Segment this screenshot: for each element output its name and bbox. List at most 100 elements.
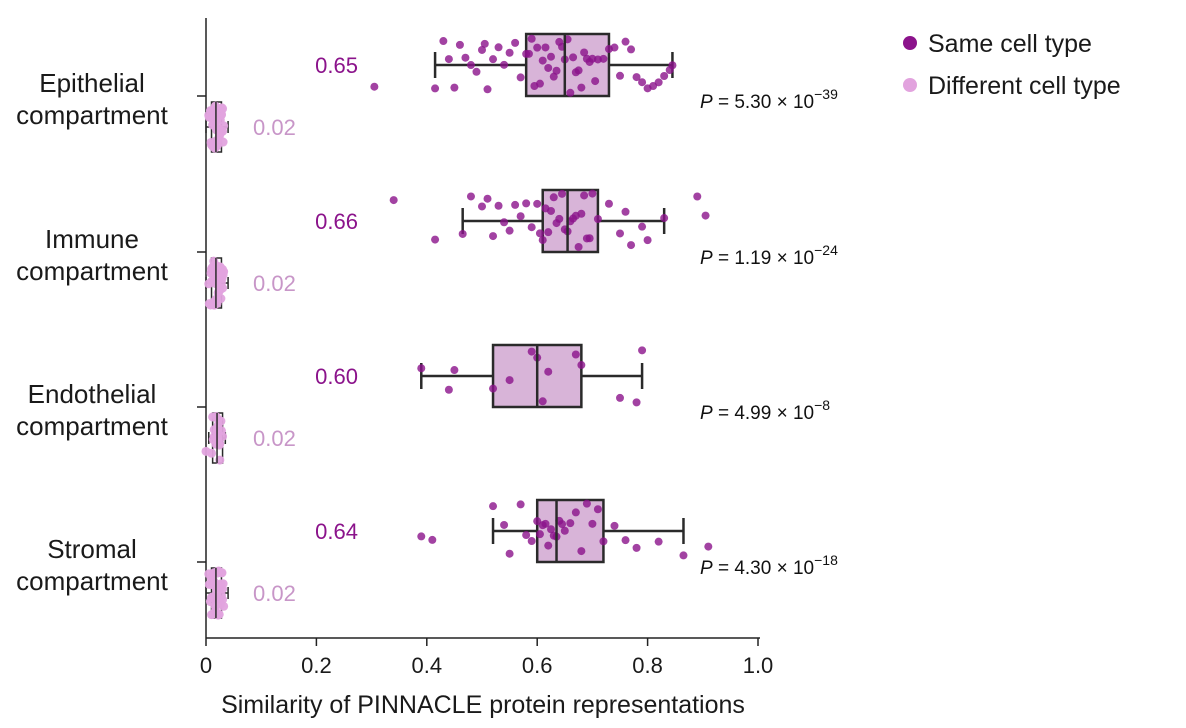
data-point [632,398,641,407]
data-point [571,508,580,517]
data-point [527,223,536,232]
data-point [643,236,652,245]
data-point [632,543,641,552]
data-point [577,547,586,556]
data-point [544,228,553,237]
data-point [577,361,586,370]
data-point [544,63,553,72]
data-point [489,55,498,64]
data-point [527,34,536,43]
data-point [511,200,520,209]
x-axis-title: Similarity of PINNACLE protein represent… [221,691,745,719]
data-point [218,270,228,280]
data-point [558,520,567,529]
data-point [505,549,514,558]
median-label-different: 0.02 [253,426,296,451]
data-point [207,448,217,458]
data-point [533,517,542,526]
data-point [524,49,533,58]
data-point [544,367,553,376]
data-point [209,298,219,308]
data-point [621,207,630,216]
data-point [580,191,589,200]
data-point [505,226,514,235]
data-point [585,234,594,243]
plot-area: 0.65 0.02 P = 5.30 × 10−39 0.66 0.02 P = 1.19… [201,32,838,620]
x-tick-label: 1.0 [743,653,774,678]
data-point [533,199,542,208]
data-point [552,66,561,75]
data-point [458,229,467,238]
data-point [450,83,459,92]
category-label: Epithelial [39,68,145,98]
data-point [505,376,514,385]
data-point [547,206,555,215]
data-point [591,77,600,86]
data-point [516,500,525,509]
data-point [577,83,586,92]
data-point [569,53,578,62]
median-label-same: 0.65 [315,53,358,78]
data-point [547,525,555,534]
data-point [511,38,520,47]
data-point [213,593,223,603]
data-point [472,67,481,76]
data-point [574,66,583,75]
data-point [494,43,503,52]
p-value-label: P = 5.30 × 10−39 [700,86,838,113]
category-label: compartment [16,566,168,596]
data-point [516,73,525,82]
data-point [216,294,226,304]
data-point [450,366,459,375]
data-point [574,242,583,251]
data-point [216,416,226,426]
data-point [555,214,564,223]
data-point [571,350,580,359]
data-point [566,88,575,97]
category-labels: EpithelialcompartmentImmunecompartmentEn… [16,68,168,596]
median-label-same: 0.60 [315,364,358,389]
data-point [610,43,619,52]
data-point [593,505,602,514]
data-point [431,84,440,93]
data-point [218,137,228,147]
data-point [588,519,597,528]
median-label-same: 0.66 [315,209,358,234]
data-point [599,54,608,63]
data-point [489,232,498,241]
data-point [431,235,440,244]
category-label: Stromal [47,534,137,564]
data-point [538,56,547,65]
data-point [632,73,641,82]
data-point [522,199,531,208]
data-point [638,346,647,355]
legend-label: Different cell type [928,72,1121,100]
x-tick-label: 0.6 [522,653,553,678]
data-point [466,192,475,201]
data-point [478,45,486,54]
data-point [216,127,226,137]
data-point [638,78,647,87]
data-point [527,537,536,546]
data-point [505,48,514,57]
category-label: compartment [16,256,168,286]
legend-marker [903,36,917,50]
data-point [478,202,486,211]
data-point [582,499,591,508]
data-point [483,194,492,203]
x-tick-label: 0.2 [301,653,332,678]
data-point [461,53,470,62]
data-point [500,218,509,227]
data-point [544,541,553,550]
data-point [610,521,619,530]
data-point [215,115,225,125]
data-point [500,60,509,69]
data-point [547,52,555,61]
x-tick-label: 0 [200,653,212,678]
data-point [593,215,602,224]
median-label-different: 0.02 [253,115,296,140]
data-point [566,519,575,528]
box [535,498,605,564]
data-point [693,192,702,201]
data-point [439,37,448,46]
